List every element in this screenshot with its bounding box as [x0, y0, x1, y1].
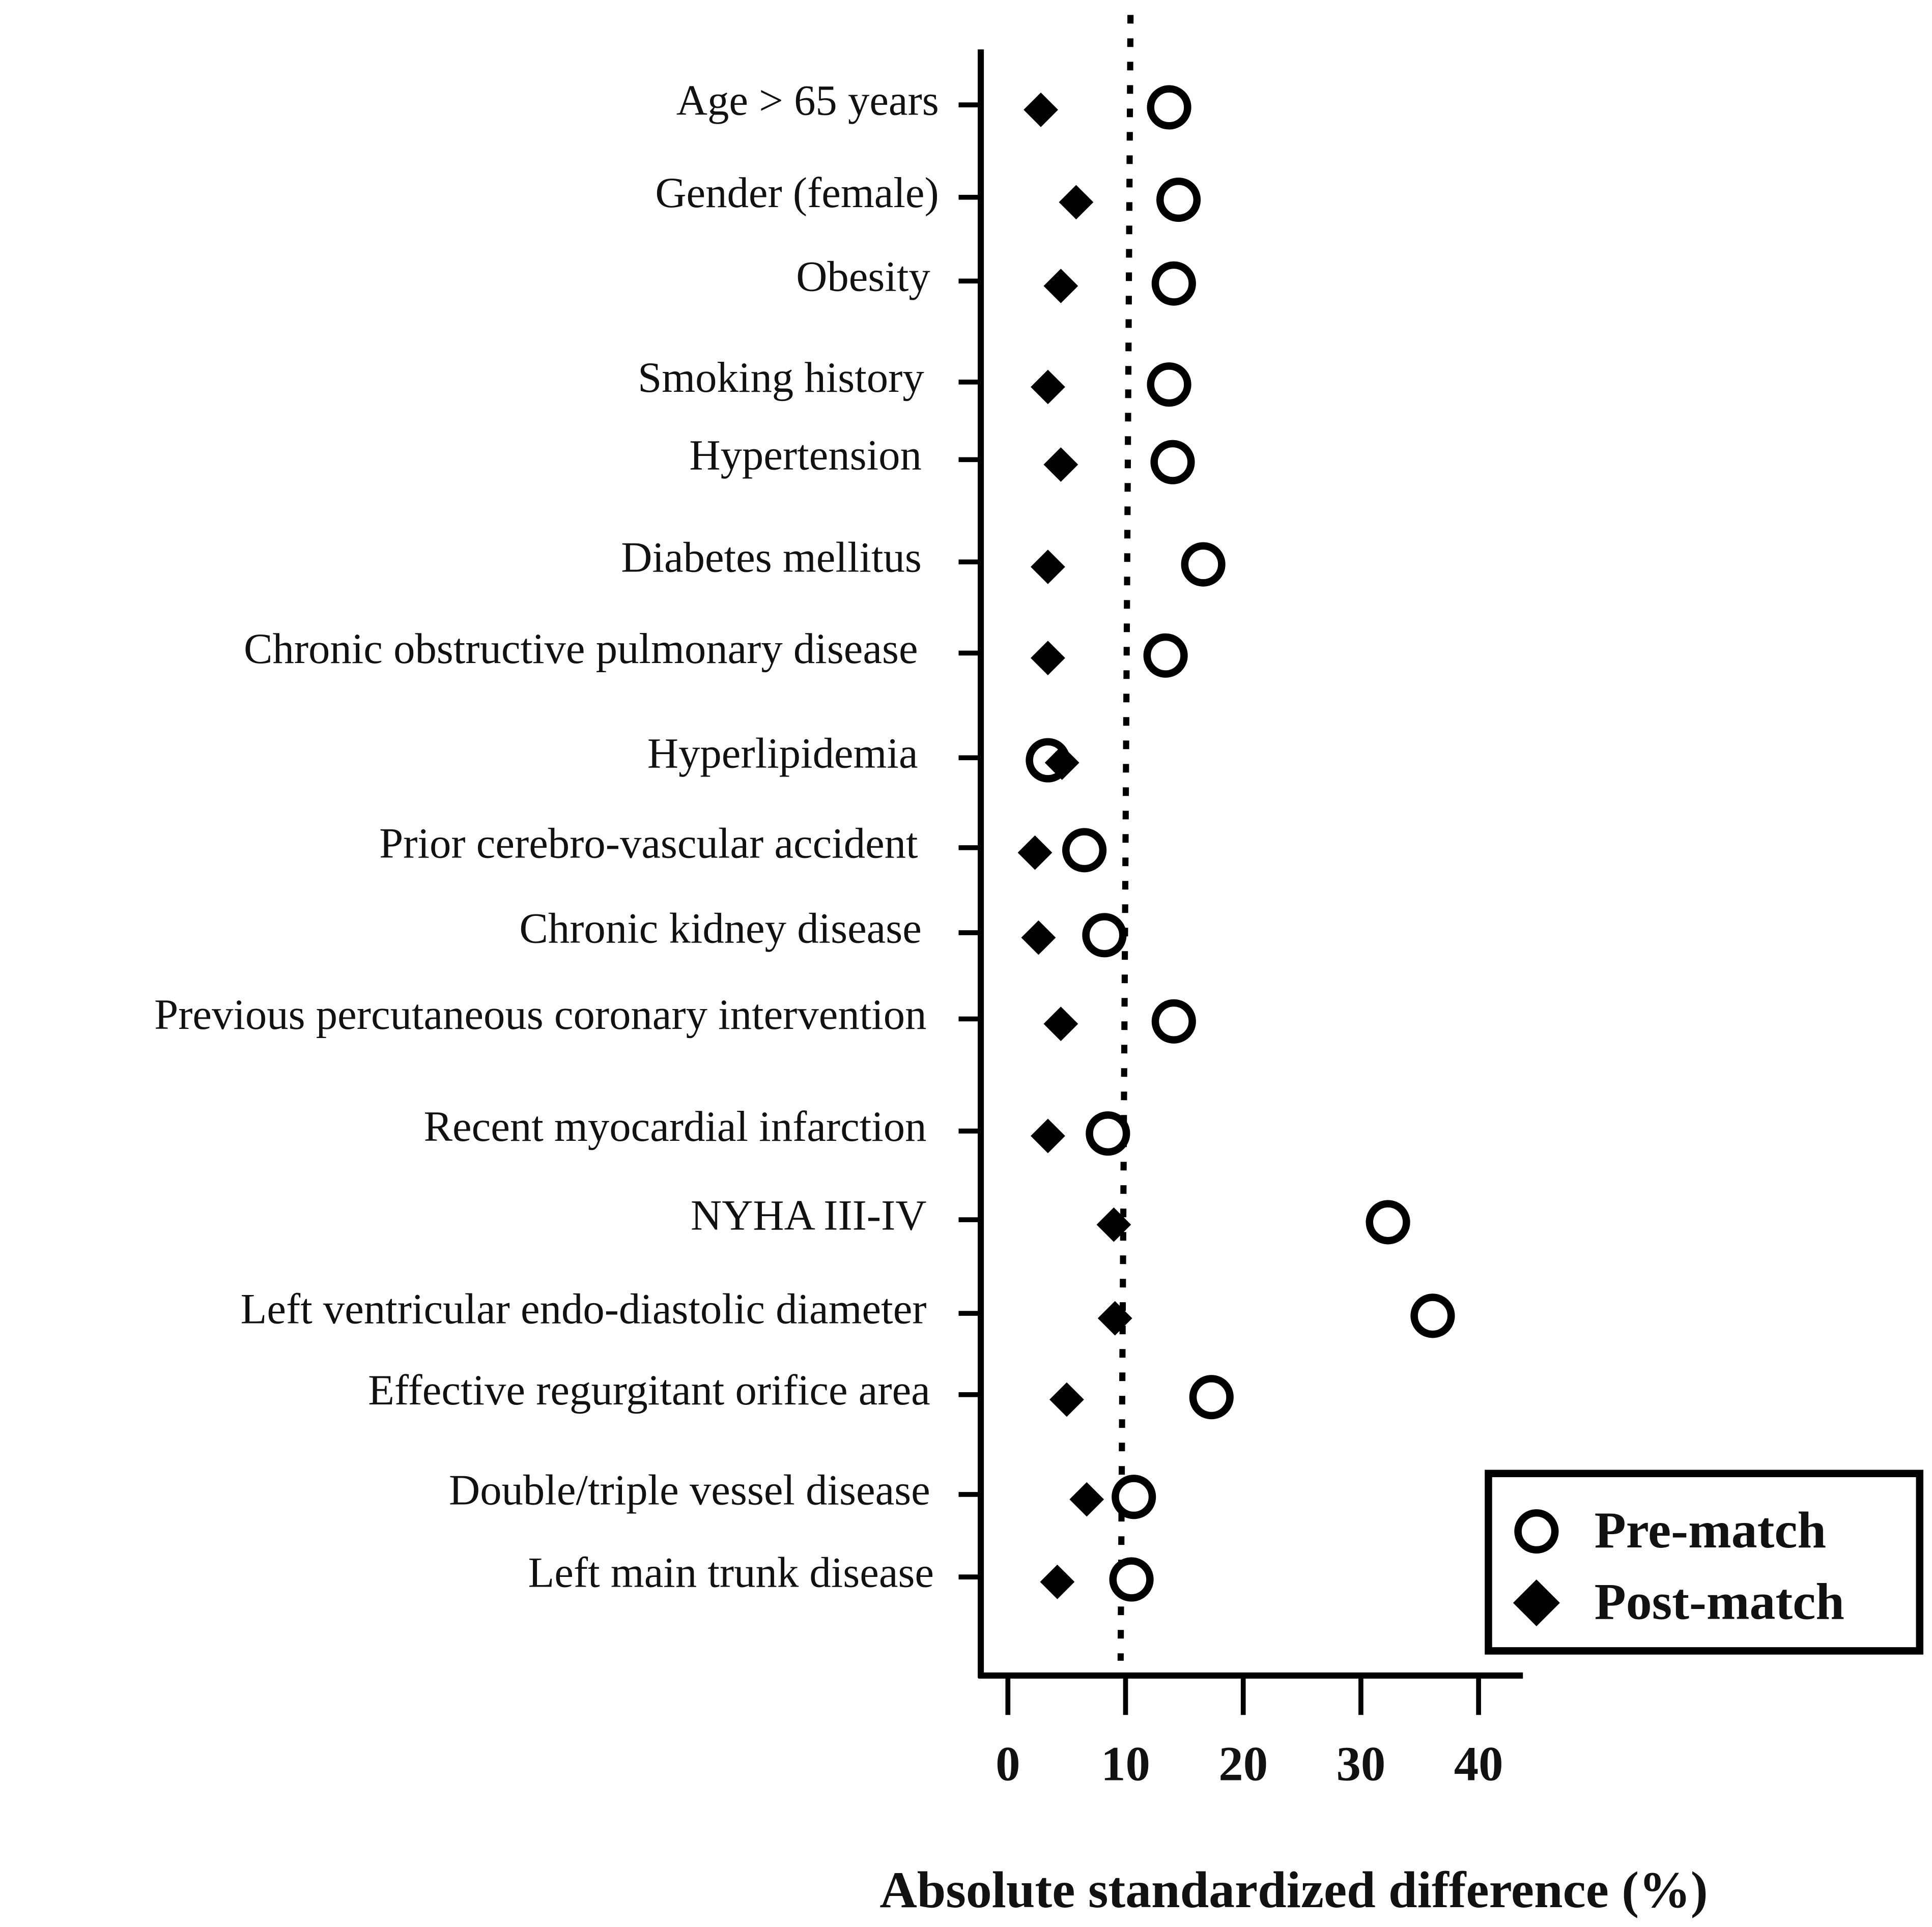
pre-match-point: [1109, 1557, 1154, 1602]
category-label: Gender (female): [655, 169, 939, 217]
legend-post-match: Post-match: [1595, 1572, 1844, 1630]
category-label: Chronic obstructive pulmonary disease: [244, 625, 918, 673]
pre-match-point: [1086, 1111, 1130, 1156]
category-label: Hypertension: [689, 432, 921, 479]
post-match-point: [1043, 447, 1078, 482]
category-label: Recent myocardial infarction: [424, 1103, 927, 1151]
category-label: Prior cerebro-vascular accident: [379, 819, 918, 867]
x-tick-label: 0: [996, 1737, 1020, 1791]
pre-match-point: [1150, 440, 1195, 484]
pre-match-point: [1151, 999, 1196, 1044]
post-match-point: [1059, 185, 1094, 220]
post-match-point: [1031, 369, 1065, 405]
x-tick-label: 20: [1218, 1737, 1268, 1791]
category-label: Previous percutaneous coronary intervent…: [154, 991, 926, 1039]
pre-match-point: [1112, 1475, 1156, 1519]
category-label: Left ventricular endo-diastolic diameter: [241, 1285, 927, 1333]
category-label: Chronic kidney disease: [519, 904, 922, 952]
pre-match-point: [1181, 542, 1226, 587]
category-label: Effective regurgitant orifice area: [368, 1366, 930, 1414]
pre-match-point: [1410, 1293, 1455, 1338]
category-label: Smoking history: [638, 354, 924, 401]
pre-match-point: [1082, 913, 1127, 958]
post-match-point: [1069, 1482, 1104, 1517]
post-match-point: [1097, 1301, 1132, 1336]
pre-match-point: [1147, 362, 1191, 407]
post-match-point: [1031, 1118, 1065, 1154]
post-match-point: [1031, 641, 1065, 676]
x-tick-label: 40: [1454, 1737, 1503, 1791]
x-axis-label: Absolute standardized difference (%): [879, 1861, 1708, 1918]
category-label: Obesity: [796, 253, 930, 301]
category-label: Double/triple vessel disease: [449, 1466, 930, 1514]
pre-match-point: [1151, 261, 1196, 306]
legend-circle-icon: [1514, 1509, 1559, 1554]
pre-match-point: [1189, 1375, 1234, 1420]
post-match-point: [1096, 1207, 1131, 1242]
legend-diamond-icon: [1513, 1579, 1560, 1626]
post-match-point: [1043, 1006, 1078, 1042]
category-label: Hyperlipidemia: [647, 730, 918, 778]
pre-match-point: [1147, 85, 1191, 130]
pre-match-point: [1156, 177, 1201, 222]
category-label: Diabetes mellitus: [621, 534, 922, 582]
category-label: Left main trunk disease: [528, 1548, 934, 1596]
legend-pre-match: Pre-match: [1595, 1501, 1826, 1559]
post-match-point: [1021, 920, 1056, 955]
pre-match-point: [1062, 828, 1107, 873]
post-match-point: [1049, 1382, 1084, 1417]
legend: Pre-match Post-match: [1485, 1470, 1924, 1655]
pre-match-point: [1366, 1200, 1410, 1245]
category-label: Age > 65 years: [676, 76, 939, 124]
post-match-point: [1031, 550, 1065, 584]
post-match-point: [1040, 1564, 1075, 1599]
category-label: NYHA III-IV: [691, 1191, 926, 1239]
reference-line-10: [1117, 15, 1134, 1661]
pre-match-point: [1143, 633, 1188, 678]
post-match-point: [1024, 92, 1058, 127]
x-tick-label: 30: [1336, 1737, 1385, 1791]
x-tick-label: 10: [1101, 1737, 1150, 1791]
post-match-point: [1044, 745, 1079, 780]
post-match-point: [1043, 269, 1078, 303]
post-match-point: [1017, 835, 1053, 870]
